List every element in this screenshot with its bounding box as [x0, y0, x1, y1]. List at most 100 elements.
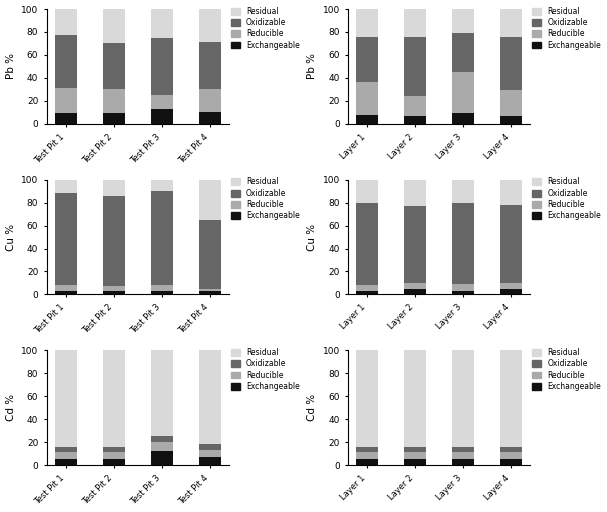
Bar: [55, 459, 76, 465]
Bar: [356, 36, 378, 82]
Legend: Residual, Oxidizable, Reducible, Exchangeable: Residual, Oxidizable, Reducible, Exchang…: [231, 178, 300, 220]
Bar: [151, 180, 172, 191]
Y-axis label: Cd %: Cd %: [307, 394, 317, 421]
Bar: [452, 72, 474, 113]
Legend: Residual, Oxidizable, Reducible, Exchangeable: Residual, Oxidizable, Reducible, Exchang…: [532, 7, 601, 50]
Bar: [103, 180, 124, 196]
Bar: [404, 289, 426, 294]
Bar: [103, 291, 124, 294]
Bar: [404, 206, 426, 283]
Bar: [55, 180, 76, 194]
Bar: [356, 291, 378, 294]
Bar: [356, 9, 378, 36]
Bar: [404, 453, 426, 459]
Bar: [151, 38, 172, 95]
Bar: [103, 9, 124, 44]
Bar: [452, 9, 474, 33]
Legend: Residual, Oxidizable, Reducible, Exchangeable: Residual, Oxidizable, Reducible, Exchang…: [532, 348, 601, 391]
Bar: [500, 289, 522, 294]
Bar: [103, 196, 124, 286]
Bar: [452, 33, 474, 72]
Bar: [55, 194, 76, 285]
Legend: Residual, Oxidizable, Reducible, Exchangeable: Residual, Oxidizable, Reducible, Exchang…: [231, 348, 300, 391]
Bar: [199, 220, 220, 289]
Bar: [103, 350, 124, 446]
Bar: [356, 82, 378, 115]
Bar: [55, 285, 76, 291]
Bar: [404, 283, 426, 289]
Bar: [452, 180, 474, 203]
Y-axis label: Pb %: Pb %: [5, 53, 16, 79]
Bar: [103, 453, 124, 459]
Bar: [500, 36, 522, 91]
Bar: [103, 44, 124, 89]
Bar: [199, 42, 220, 89]
Bar: [199, 112, 220, 124]
Bar: [199, 180, 220, 220]
Legend: Residual, Oxidizable, Reducible, Exchangeable: Residual, Oxidizable, Reducible, Exchang…: [532, 178, 601, 220]
Bar: [151, 191, 172, 285]
Y-axis label: Cd %: Cd %: [5, 394, 16, 421]
Bar: [103, 459, 124, 465]
Bar: [151, 95, 172, 109]
Bar: [452, 291, 474, 294]
Bar: [151, 350, 172, 436]
Bar: [452, 459, 474, 465]
Bar: [151, 291, 172, 294]
Bar: [55, 446, 76, 453]
Bar: [356, 285, 378, 291]
Bar: [452, 113, 474, 124]
Bar: [151, 451, 172, 465]
Bar: [452, 446, 474, 453]
Bar: [500, 446, 522, 453]
Bar: [55, 88, 76, 113]
Bar: [103, 286, 124, 291]
Bar: [404, 446, 426, 453]
Bar: [151, 436, 172, 442]
Bar: [356, 203, 378, 285]
Bar: [356, 350, 378, 446]
Bar: [55, 113, 76, 124]
Bar: [151, 9, 172, 38]
Bar: [356, 446, 378, 453]
Bar: [199, 89, 220, 112]
Bar: [199, 457, 220, 465]
Bar: [404, 350, 426, 446]
Bar: [404, 36, 426, 96]
Bar: [55, 291, 76, 294]
Bar: [404, 180, 426, 206]
Bar: [404, 96, 426, 116]
Bar: [500, 116, 522, 124]
Bar: [103, 446, 124, 453]
Y-axis label: Pb %: Pb %: [307, 53, 317, 79]
Bar: [55, 350, 76, 446]
Bar: [199, 9, 220, 42]
Bar: [356, 180, 378, 203]
Bar: [452, 350, 474, 446]
Bar: [356, 453, 378, 459]
Bar: [199, 350, 220, 444]
Bar: [500, 91, 522, 116]
Bar: [55, 453, 76, 459]
Bar: [500, 205, 522, 283]
Bar: [404, 459, 426, 465]
Bar: [199, 291, 220, 294]
Bar: [103, 89, 124, 113]
Bar: [55, 9, 76, 35]
Bar: [500, 9, 522, 36]
Bar: [199, 444, 220, 450]
Bar: [55, 35, 76, 88]
Bar: [151, 109, 172, 124]
Bar: [500, 459, 522, 465]
Bar: [356, 115, 378, 124]
Bar: [199, 289, 220, 291]
Bar: [500, 180, 522, 205]
Bar: [500, 283, 522, 289]
Bar: [103, 113, 124, 124]
Bar: [199, 450, 220, 457]
Bar: [404, 116, 426, 124]
Bar: [404, 9, 426, 36]
Bar: [356, 459, 378, 465]
Y-axis label: Cu %: Cu %: [307, 224, 317, 250]
Bar: [452, 284, 474, 291]
